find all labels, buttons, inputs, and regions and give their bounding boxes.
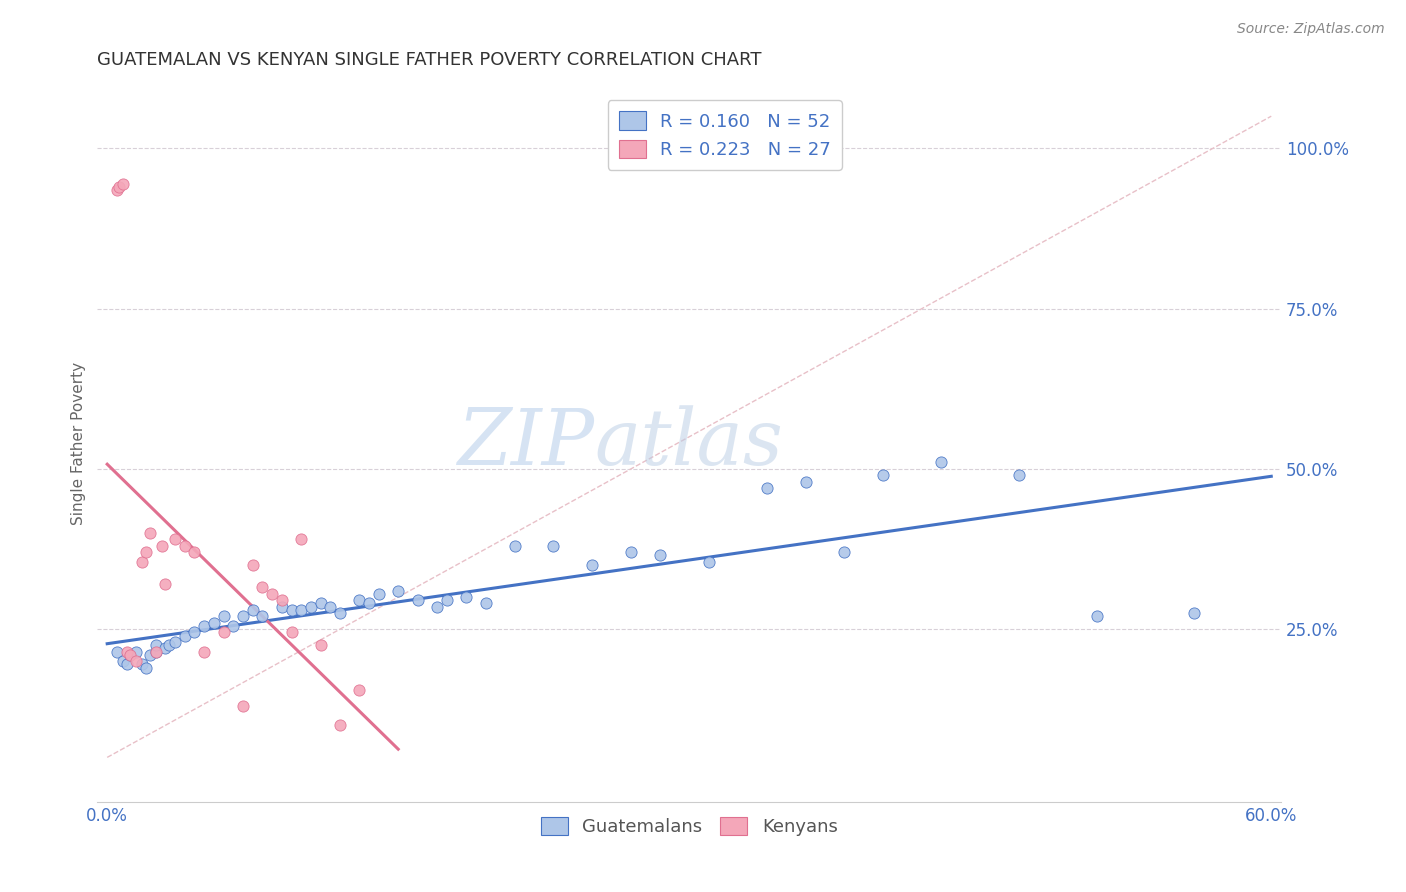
Point [155,577,177,591]
Point [135,545,157,559]
Point [183,625,205,640]
Point [359,597,381,611]
Point [212,609,235,624]
Point [290,603,312,617]
Point [120,648,142,662]
Point [280,625,302,640]
Point [474,597,496,611]
Point [262,587,284,601]
Point [115,644,138,658]
Point [252,581,274,595]
Point [755,481,778,495]
Point [150,539,173,553]
Point [349,683,371,698]
Point [406,593,429,607]
Point [108,179,131,194]
Point [436,593,458,607]
Point [1008,468,1031,483]
Text: GUATEMALAN VS KENYAN SINGLE FATHER POVERTY CORRELATION CHART: GUATEMALAN VS KENYAN SINGLE FATHER POVER… [97,51,762,69]
Point [139,525,162,540]
Text: atlas: atlas [595,405,783,482]
Point [135,660,157,674]
Point [157,638,180,652]
Point [193,619,215,633]
Point [193,644,215,658]
Point [105,644,128,658]
Point [503,539,526,553]
Point [252,609,274,624]
Point [650,549,672,563]
Point [543,539,565,553]
Point [309,638,332,652]
Point [165,635,187,649]
Point [242,603,264,617]
Point [105,183,128,197]
Point [872,468,894,483]
Point [115,657,138,672]
Point [183,545,205,559]
Point [280,603,302,617]
Point [165,533,187,547]
Point [232,609,254,624]
Point [1085,609,1108,624]
Point [299,599,322,614]
Point [387,583,409,598]
Point [581,558,603,572]
Point [120,648,142,662]
Point [329,718,352,732]
Point [270,599,292,614]
Legend: Guatemalans, Kenyans: Guatemalans, Kenyans [533,810,845,844]
Point [697,555,720,569]
Point [145,644,167,658]
Text: ZIP: ZIP [457,405,595,482]
Point [145,638,167,652]
Point [173,539,195,553]
Point [131,555,153,569]
Point [426,599,449,614]
Point [309,597,332,611]
Point [242,558,264,572]
Point [834,545,856,559]
Point [155,641,177,656]
Point [173,629,195,643]
Point [125,654,148,668]
Point [349,593,371,607]
Point [270,593,292,607]
Point [125,644,148,658]
Point [367,587,389,601]
Point [456,590,478,604]
Y-axis label: Single Father Poverty: Single Father Poverty [72,361,86,524]
Point [222,619,245,633]
Text: Source: ZipAtlas.com: Source: ZipAtlas.com [1237,22,1385,37]
Point [329,606,352,620]
Point [794,475,817,489]
Point [139,648,162,662]
Point [111,177,134,191]
Point [620,545,643,559]
Point [290,533,312,547]
Point [1182,606,1205,620]
Point [202,615,225,630]
Point [145,644,167,658]
Point [232,699,254,714]
Point [131,657,153,672]
Point [111,654,134,668]
Point [319,599,342,614]
Point [212,625,235,640]
Point [931,455,953,469]
